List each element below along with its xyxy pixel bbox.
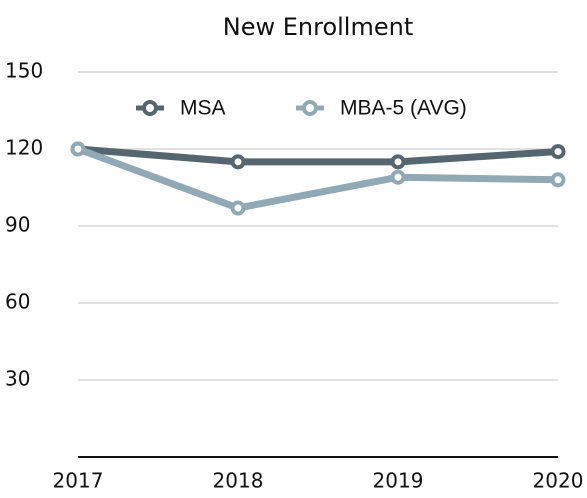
y-tick-label: 30: [5, 367, 30, 391]
point: [550, 172, 566, 188]
legend-marker: [302, 100, 318, 116]
y-tick-label: 120: [5, 136, 43, 160]
line-series: [77, 145, 559, 166]
legend-label: MSA: [180, 97, 226, 120]
point: [230, 154, 246, 170]
x-tick-label: 2018: [213, 469, 264, 493]
chart-title: New Enrollment: [223, 13, 413, 41]
x-tick-label: 2019: [373, 469, 424, 493]
y-tick-label: 150: [5, 59, 43, 83]
x-tick-label: 2020: [533, 469, 584, 493]
legend-label: MBA-5 (AVG): [340, 97, 467, 120]
legend-marker: [142, 100, 158, 116]
y-tick-label: 60: [5, 290, 30, 314]
point: [390, 154, 406, 170]
y-tick-label: 90: [5, 213, 30, 237]
point: [230, 200, 246, 216]
point: [550, 144, 566, 160]
point: [70, 141, 86, 157]
point: [390, 169, 406, 185]
line-series: [76, 145, 559, 212]
x-tick-label: 2017: [53, 469, 104, 493]
